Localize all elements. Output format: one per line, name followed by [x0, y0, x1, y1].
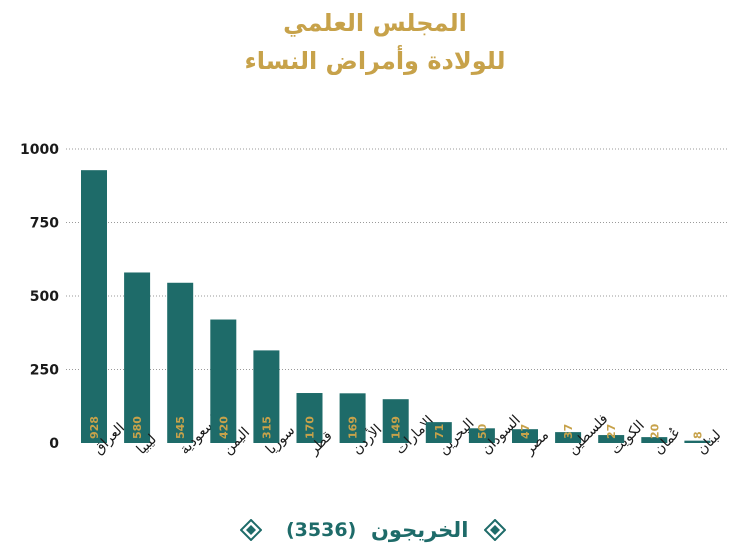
bar: [684, 440, 711, 443]
data-label: 928: [88, 416, 101, 439]
legend: (3536) الخريجون: [0, 510, 750, 550]
diamond-icon: [240, 519, 262, 541]
data-label: 149: [390, 416, 403, 439]
data-label: 71: [433, 424, 446, 439]
legend-total: (3536): [286, 519, 357, 541]
bar: [81, 170, 107, 443]
bar: [210, 319, 237, 443]
bar: [468, 428, 495, 443]
legend-series: الخريجون: [371, 510, 468, 550]
data-label: 37: [562, 424, 575, 439]
bar: [124, 272, 151, 443]
y-tick-label: 0: [49, 436, 59, 452]
bar: [382, 399, 409, 443]
title-line-2: للولادة وأمراض النساء: [244, 47, 506, 75]
bar: [512, 429, 538, 443]
chart-title: المجلس العلمي للولادة وأمراض النساء: [0, 4, 750, 80]
legend-label: الخريجون: [371, 518, 469, 542]
y-tick-label: 1000: [20, 142, 59, 158]
legend-marker-left: [240, 510, 262, 550]
bar: [598, 435, 625, 443]
title-line-1: المجلس العلمي: [283, 9, 467, 37]
bar: [641, 437, 668, 443]
diamond-icon: [484, 519, 506, 541]
y-tick-label: 500: [30, 289, 59, 305]
bar: [167, 282, 194, 443]
legend-marker-right: [484, 510, 506, 550]
bar: [253, 350, 280, 443]
bar: [425, 422, 452, 443]
bar: [296, 393, 323, 443]
data-label: 47: [519, 424, 532, 439]
data-label: 8: [691, 431, 704, 439]
y-tick-label: 250: [30, 363, 59, 379]
data-label: 170: [304, 416, 317, 439]
data-label: 315: [260, 416, 273, 439]
y-tick-label: 750: [30, 216, 59, 232]
data-label: 169: [347, 416, 360, 439]
bar: [339, 393, 366, 443]
data-label: 420: [217, 416, 230, 439]
bar: [555, 432, 582, 443]
data-label: 27: [605, 424, 618, 439]
data-label: 545: [174, 416, 187, 439]
data-label: 20: [648, 423, 661, 439]
data-label: 50: [476, 423, 489, 439]
data-label: 580: [131, 416, 144, 439]
